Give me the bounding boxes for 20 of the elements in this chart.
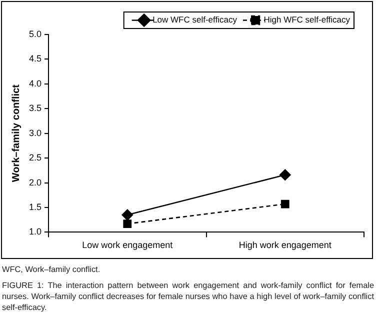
y-tick-label: 1.0 — [28, 226, 42, 237]
y-tick-label: 3.0 — [28, 128, 42, 138]
point — [122, 209, 134, 221]
y-tick-label: 4.0 — [28, 78, 42, 88]
text: WFC, Work–family conflict. — [2, 264, 102, 275]
x-tick-label: High work engagement — [238, 240, 332, 250]
y-tick-label: 4.5 — [28, 54, 42, 64]
x-tick-label: Low work engagement — [82, 240, 174, 250]
caption: FIGURE 1: The interaction pattern between work engagement and work-family conflict for female nurses. Work–family conflict decreases for female nurses who have a high level of work–family conflict self-efficacy. — [2, 280, 374, 313]
y-tick-label: 1.5 — [28, 202, 42, 212]
y-axis-title: Work–family conflict — [10, 84, 22, 182]
y-tick-label: 2.5 — [28, 152, 42, 163]
legend-label: Low WFC self-efficacy — [152, 14, 238, 25]
y-tick-label: 2.0 — [28, 177, 42, 188]
point — [123, 220, 132, 228]
legend-label: High WFC self-efficacy — [264, 14, 351, 25]
y-tick-label: 5.0 — [28, 28, 42, 39]
point — [280, 200, 290, 208]
y-tick-label: 3.5 — [28, 103, 42, 114]
point — [279, 169, 291, 181]
